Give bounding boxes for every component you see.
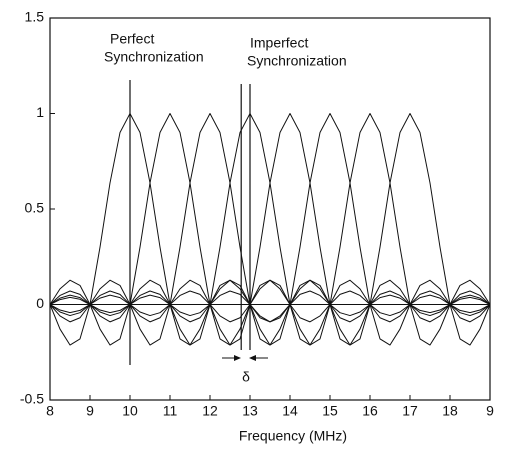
curve [49, 113, 491, 346]
x-tick-label: 9 [86, 403, 94, 419]
x-tick-label: 17 [402, 403, 418, 419]
x-tick-label: 14 [282, 403, 298, 419]
curve [49, 113, 491, 346]
arrow-head [234, 355, 241, 361]
x-tick-label: 16 [362, 403, 378, 419]
plot-frame [49, 17, 491, 401]
annotation: Imperfect [250, 35, 308, 51]
curve [49, 113, 491, 346]
y-tick-label: 1.5 [25, 9, 45, 25]
curve [49, 113, 491, 346]
curve [49, 113, 491, 346]
x-tick-label: 13 [242, 403, 258, 419]
annotation: Synchronization [247, 53, 347, 69]
x-tick-label: 12 [202, 403, 218, 419]
annotation: Synchronization [104, 49, 204, 65]
x-tick-label: 9 [486, 403, 494, 419]
x-tick-label: 18 [442, 403, 458, 419]
y-tick-label: -0.5 [20, 391, 44, 407]
y-tick-label: 0 [36, 295, 44, 311]
curve [49, 113, 491, 346]
x-tick-label: 8 [46, 403, 54, 419]
curve [49, 113, 491, 346]
x-tick-label: 11 [163, 403, 178, 419]
arrow-head [249, 355, 256, 361]
x-axis-label: Frequency (MHz) [239, 428, 347, 444]
x-tick-label: 15 [322, 403, 338, 419]
y-tick-label: 1 [36, 104, 44, 120]
y-tick-label: 0.5 [25, 200, 45, 216]
curve [49, 113, 491, 346]
x-tick-label: 10 [122, 403, 138, 419]
annotation: δ [242, 369, 250, 385]
annotation: Perfect [110, 31, 154, 47]
